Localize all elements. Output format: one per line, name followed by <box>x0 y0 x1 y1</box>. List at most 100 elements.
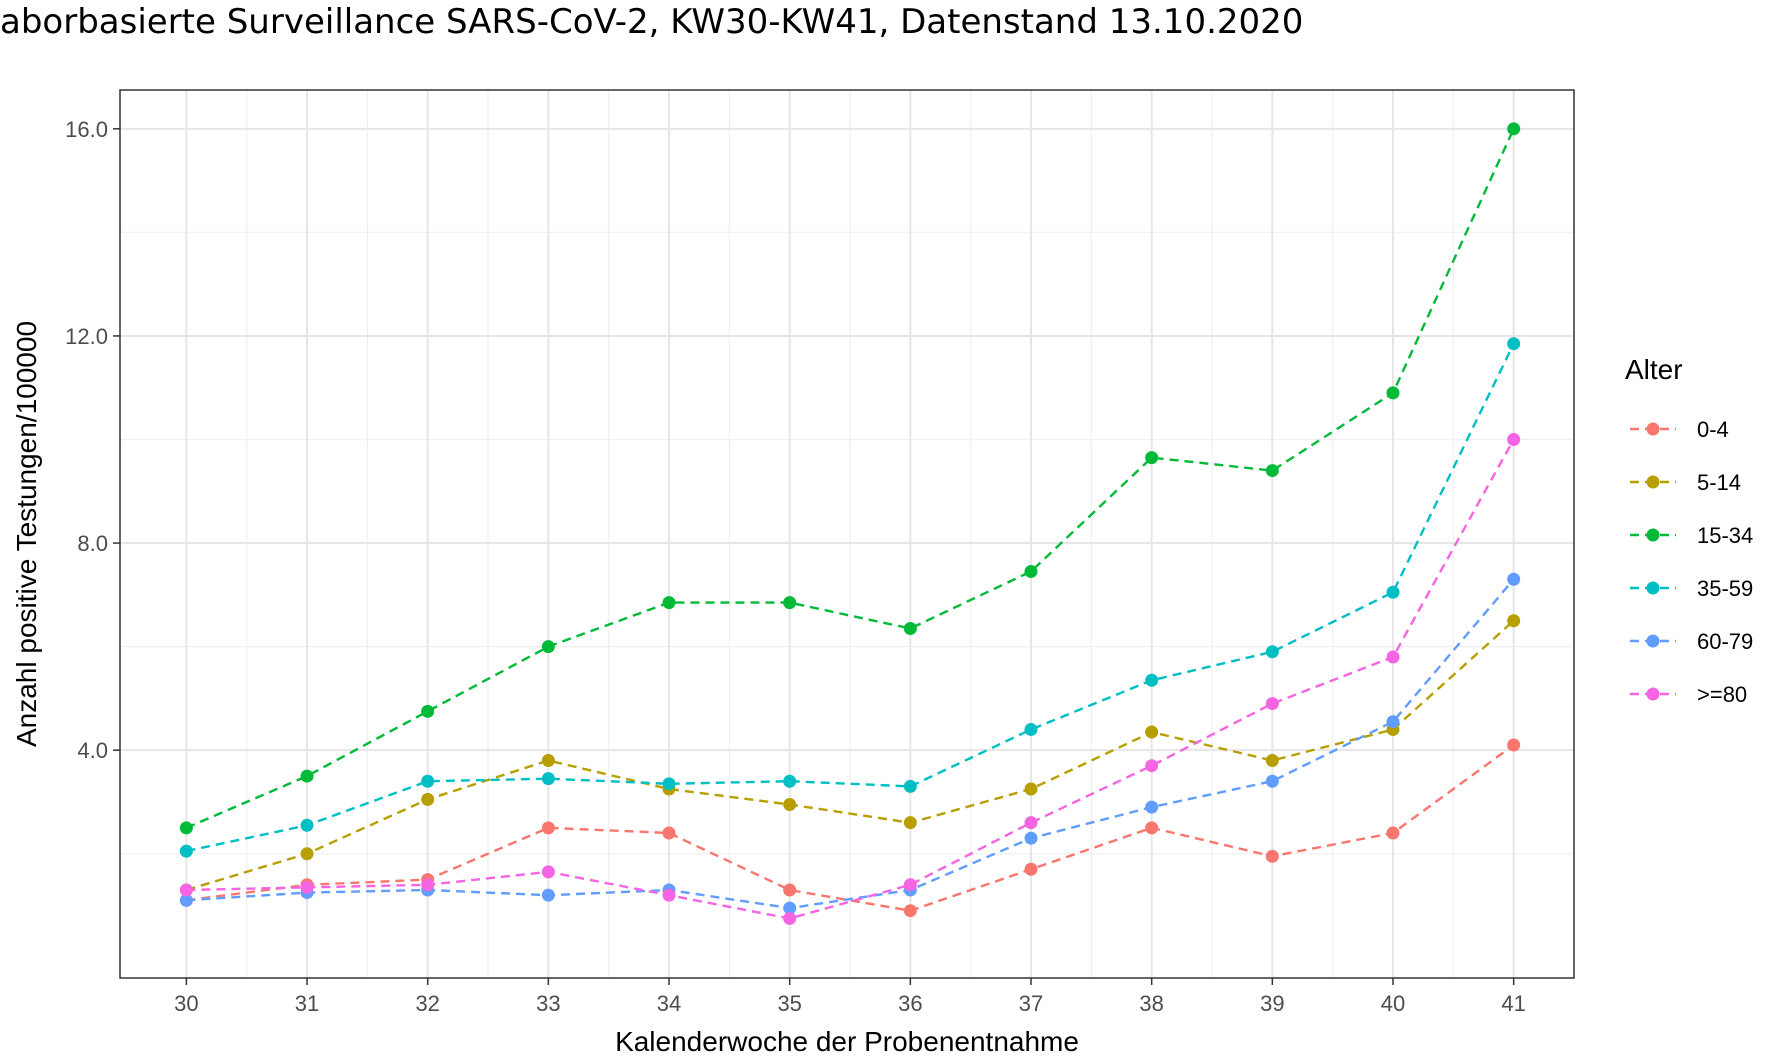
data-point-60-79 <box>1507 572 1521 586</box>
data-point->=80 <box>783 911 797 925</box>
series-points <box>179 122 1521 925</box>
data-point->=80 <box>421 878 435 892</box>
x-tick-label: 33 <box>536 991 560 1016</box>
data-point-35-59 <box>783 774 797 788</box>
data-point-35-59 <box>1145 673 1159 687</box>
data-point-5-14 <box>541 754 555 768</box>
data-point-35-59 <box>179 844 193 858</box>
x-tick-label: 41 <box>1501 991 1525 1016</box>
legend-title: Alter <box>1625 354 1683 385</box>
series-lines <box>185 128 1515 920</box>
x-tick-label: 40 <box>1381 991 1405 1016</box>
data-point-15-34 <box>421 704 435 718</box>
data-point-60-79 <box>1386 715 1400 729</box>
data-point-5-14 <box>421 792 435 806</box>
legend-label: 5-14 <box>1697 470 1741 495</box>
legend-key-point <box>1646 422 1660 436</box>
data-point-0-4 <box>1386 826 1400 840</box>
plot-panel <box>120 90 1574 978</box>
data-point-35-59 <box>662 777 676 791</box>
x-tick-label: 37 <box>1019 991 1043 1016</box>
data-point-5-14 <box>300 847 314 861</box>
data-point-15-34 <box>300 769 314 783</box>
axes: 4.0 8.0 12.0 16.0 30 31 32 33 34 35 36 37 38 39 40 41 <box>65 117 1526 1016</box>
data-point-60-79 <box>1145 800 1159 814</box>
x-tick-label: 32 <box>415 991 439 1016</box>
legend: Alter 0-4 5-14 15-34 35-59 60-79 >=80 <box>1625 354 1753 707</box>
data-point-35-59 <box>1386 585 1400 599</box>
data-point->=80 <box>300 880 314 894</box>
data-point->=80 <box>662 888 676 902</box>
legend-label: 15-34 <box>1697 523 1753 548</box>
data-point-0-4 <box>662 826 676 840</box>
data-point->=80 <box>1386 650 1400 664</box>
x-tick-label: 34 <box>657 991 681 1016</box>
data-point-15-34 <box>1145 451 1159 465</box>
legend-label: >=80 <box>1697 682 1747 707</box>
data-point->=80 <box>1507 433 1521 447</box>
data-point-35-59 <box>1507 337 1521 351</box>
data-point-5-14 <box>1024 782 1038 796</box>
data-point-0-4 <box>783 883 797 897</box>
data-point->=80 <box>179 883 193 897</box>
data-point-5-14 <box>783 798 797 812</box>
x-tick-label: 35 <box>777 991 801 1016</box>
data-point-15-34 <box>662 596 676 610</box>
chart-title: aborbasierte Surveillance SARS-CoV-2, KW… <box>0 2 1304 42</box>
data-point-60-79 <box>179 893 193 907</box>
data-point-60-79 <box>541 888 555 902</box>
data-point-0-4 <box>541 821 555 835</box>
data-point-15-34 <box>1265 464 1279 478</box>
data-point->=80 <box>1145 759 1159 773</box>
series-line->=80 <box>186 438 1515 920</box>
data-point-60-79 <box>783 901 797 915</box>
data-point-60-79 <box>1024 831 1038 845</box>
data-point-0-4 <box>903 904 917 918</box>
data-point-35-59 <box>421 774 435 788</box>
data-point-15-34 <box>1024 565 1038 579</box>
data-point-0-4 <box>1265 849 1279 863</box>
data-point-0-4 <box>1507 738 1521 752</box>
y-tick-label: 8.0 <box>77 531 108 556</box>
x-tick-label: 31 <box>295 991 319 1016</box>
data-point-0-4 <box>1145 821 1159 835</box>
series-line-5-14 <box>186 619 1515 892</box>
data-point->=80 <box>903 878 917 892</box>
data-point-35-59 <box>903 779 917 793</box>
x-tick-label: 30 <box>174 991 198 1016</box>
data-point-60-79 <box>1265 774 1279 788</box>
y-tick-label: 12.0 <box>65 324 108 349</box>
x-tick-label: 39 <box>1260 991 1284 1016</box>
plot-border <box>119 89 1575 979</box>
data-point->=80 <box>1024 816 1038 830</box>
legend-label: 60-79 <box>1697 629 1753 654</box>
data-point-15-34 <box>179 821 193 835</box>
legend-label: 0-4 <box>1697 417 1729 442</box>
data-point-15-34 <box>541 640 555 654</box>
x-tick-label: 36 <box>898 991 922 1016</box>
legend-label: 35-59 <box>1697 576 1753 601</box>
data-point-35-59 <box>1024 722 1038 736</box>
legend-key-point <box>1646 634 1660 648</box>
data-point-5-14 <box>1265 754 1279 768</box>
legend-key-point <box>1646 581 1660 595</box>
y-tick-label: 16.0 <box>65 117 108 142</box>
series-line-35-59 <box>186 343 1515 853</box>
legend-key-point <box>1646 687 1660 701</box>
series-line-60-79 <box>186 578 1515 910</box>
data-point-35-59 <box>300 818 314 832</box>
data-point-35-59 <box>1265 645 1279 659</box>
data-point-15-34 <box>783 596 797 610</box>
series-line-15-34 <box>185 128 1515 829</box>
data-point-0-4 <box>1024 862 1038 876</box>
data-point-5-14 <box>903 816 917 830</box>
data-point-15-34 <box>903 621 917 635</box>
data-point->=80 <box>541 865 555 879</box>
data-point->=80 <box>1265 697 1279 711</box>
data-point-5-14 <box>1507 614 1521 628</box>
y-axis-title: Anzahl positive Testungen/100000 <box>11 321 42 747</box>
x-tick-label: 38 <box>1139 991 1163 1016</box>
x-axis-title: Kalenderwoche der Probenentnahme <box>615 1026 1079 1057</box>
y-tick-label: 4.0 <box>77 738 108 763</box>
